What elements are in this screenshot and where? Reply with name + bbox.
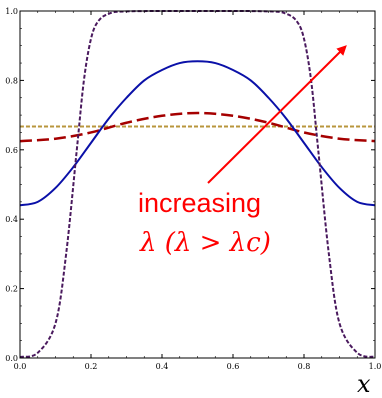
- y-tick-label: 0.0: [5, 354, 18, 363]
- y-tick-label: 0.2: [5, 285, 18, 294]
- annotation-line2: λ (λ > λc): [139, 228, 271, 258]
- series-layer: [19, 9, 376, 358]
- y-tick-label: 0.6: [5, 146, 18, 155]
- x-tick-label: 0.4: [156, 362, 169, 371]
- x-tick-label: 0.8: [298, 362, 311, 371]
- x-tick-label: 1.0: [369, 362, 382, 371]
- series-line-3: [19, 9, 376, 358]
- annotation-arrow: [207, 45, 347, 184]
- y-tick-label: 0.4: [5, 215, 18, 224]
- x-tick-label: 0.0: [14, 362, 27, 371]
- annotation-line1: increasing: [138, 188, 261, 218]
- x-tick-label: 0.6: [227, 362, 240, 371]
- x-axis-label: x: [357, 370, 371, 398]
- y-tick-label: 1.0: [5, 7, 18, 16]
- ticks-layer: 0.0 0.2 0.4 0.6 0.8 1.0 0.0 0.2 0.4 0.6 0.8 1.0: [5, 7, 381, 371]
- y-tick-label: 0.8: [5, 76, 18, 85]
- series-line-1: [19, 111, 376, 143]
- series-line-2: [19, 60, 376, 207]
- x-tick-label: 0.2: [85, 362, 98, 371]
